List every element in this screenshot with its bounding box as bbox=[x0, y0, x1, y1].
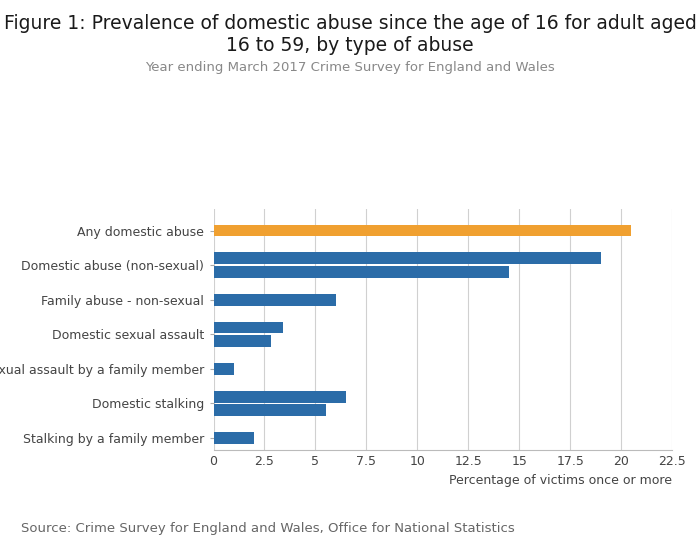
Text: Figure 1: Prevalence of domestic abuse since the age of 16 for adult aged: Figure 1: Prevalence of domestic abuse s… bbox=[4, 14, 696, 33]
Bar bbox=[214, 335, 271, 347]
Bar bbox=[214, 253, 601, 264]
Text: Source: Crime Survey for England and Wales, Office for National Statistics: Source: Crime Survey for England and Wal… bbox=[21, 522, 514, 535]
Bar bbox=[214, 363, 234, 375]
Bar bbox=[214, 432, 254, 444]
Bar bbox=[214, 322, 283, 333]
Text: 16 to 59, by type of abuse: 16 to 59, by type of abuse bbox=[226, 36, 474, 55]
Bar bbox=[214, 404, 326, 416]
X-axis label: Percentage of victims once or more: Percentage of victims once or more bbox=[449, 474, 672, 486]
Bar bbox=[214, 225, 631, 237]
Bar bbox=[214, 294, 336, 306]
Bar bbox=[214, 391, 346, 402]
Text: Year ending March 2017 Crime Survey for England and Wales: Year ending March 2017 Crime Survey for … bbox=[145, 61, 555, 75]
Bar bbox=[214, 266, 509, 278]
